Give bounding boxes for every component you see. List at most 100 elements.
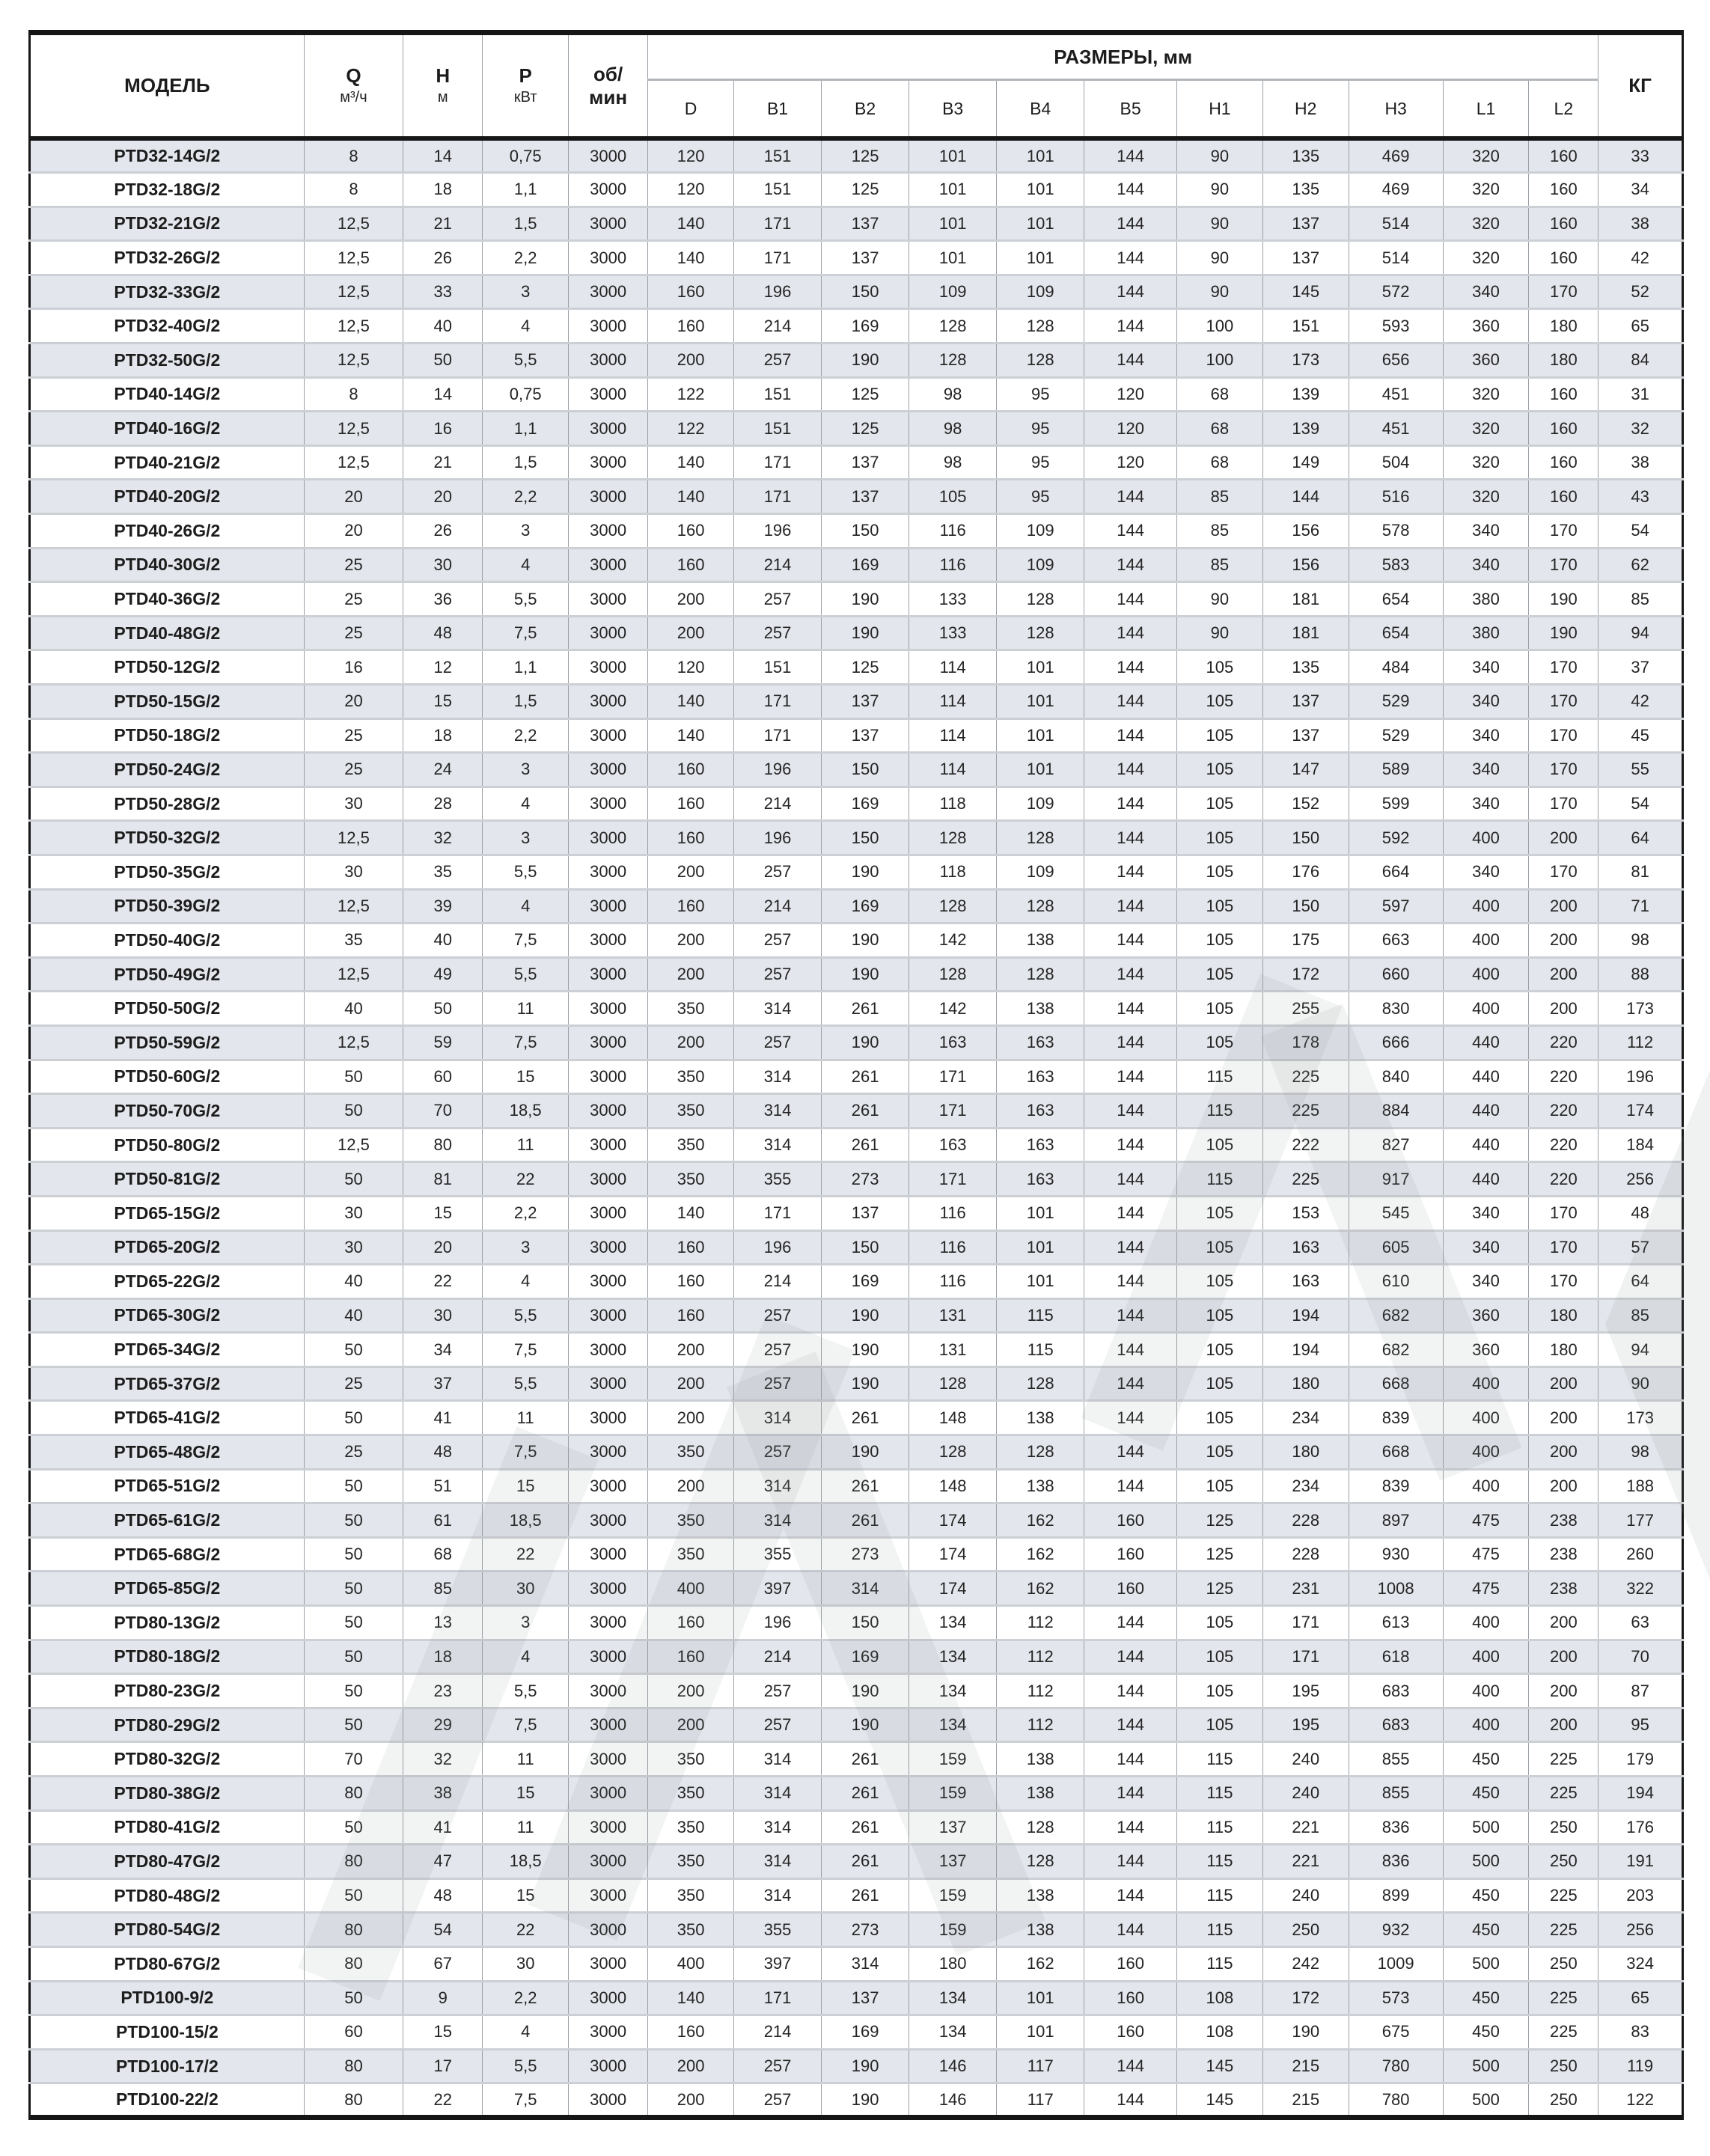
value-cell: 170 xyxy=(1528,1194,1599,1230)
value-cell: 314 xyxy=(733,1468,822,1503)
value-cell: 105 xyxy=(1176,1194,1263,1230)
value-cell: 340 xyxy=(1442,751,1530,787)
value-cell: 54 xyxy=(1598,513,1683,549)
value-cell: 314 xyxy=(733,1877,822,1913)
value-cell: 7,5 xyxy=(482,614,570,650)
value-cell: 160 xyxy=(647,1638,735,1674)
value-cell: 3000 xyxy=(568,1911,649,1947)
value-cell: 220 xyxy=(1528,1058,1599,1094)
value-cell: 273 xyxy=(821,1536,910,1572)
value-cell: 85 xyxy=(1598,581,1683,617)
value-cell: 160 xyxy=(647,273,735,309)
value-cell: 101 xyxy=(909,205,998,241)
value-cell: 101 xyxy=(996,239,1085,275)
value-cell: 40 xyxy=(303,1297,404,1333)
table-row: PTD50-40G/2 35 40 7,5 3000 200 257 190 142 138 144… xyxy=(29,922,1683,958)
value-cell: 196 xyxy=(1598,1058,1683,1094)
value-cell: 12,5 xyxy=(303,308,404,343)
value-cell: 400 xyxy=(1442,1399,1530,1435)
value-cell: 8 xyxy=(303,136,404,173)
model-cell: PTD80-13G/2 xyxy=(29,1604,305,1640)
value-cell: 29 xyxy=(403,1706,483,1742)
table-row: PTD40-30G/2 25 30 4 3000 160 214 169 116 109 144 85… xyxy=(29,546,1683,582)
value-cell: 170 xyxy=(1528,683,1599,719)
value-cell: 16 xyxy=(403,410,483,446)
value-cell: 450 xyxy=(1442,2014,1530,2050)
value-cell: 160 xyxy=(647,1604,735,1640)
value-cell: 147 xyxy=(1262,751,1349,787)
value-cell: 148 xyxy=(909,1399,998,1435)
value-cell: 144 xyxy=(1084,1058,1177,1094)
value-cell: 320 xyxy=(1442,376,1530,412)
table-row: PTD32-21G/2 12,5 21 1,5 3000 140 171 137 101 101 1… xyxy=(29,205,1683,241)
value-cell: 4 xyxy=(482,785,570,821)
value-cell: 261 xyxy=(821,1502,910,1538)
value-cell: 115 xyxy=(996,1297,1085,1333)
value-cell: 128 xyxy=(909,819,998,855)
value-cell: 12,5 xyxy=(303,205,404,241)
value-cell: 257 xyxy=(733,956,822,992)
value-cell: 90 xyxy=(1176,581,1263,617)
value-cell: 221 xyxy=(1262,1843,1349,1879)
value-cell: 180 xyxy=(1528,1331,1599,1367)
value-cell: 320 xyxy=(1442,205,1530,241)
table-row: PTD40-14G/2 8 14 0,75 3000 122 151 125 98 95 120 68… xyxy=(29,376,1683,412)
value-cell: 118 xyxy=(909,853,998,890)
table-row: PTD100-15/2 60 15 4 3000 160 214 169 134 101 160 10… xyxy=(29,2014,1683,2050)
value-cell: 3000 xyxy=(568,1365,649,1401)
value-cell: 3000 xyxy=(568,478,649,514)
value-cell: 855 xyxy=(1348,1775,1444,1811)
value-cell: 225 xyxy=(1528,1979,1599,2015)
value-cell: 184 xyxy=(1598,1126,1683,1162)
value-cell: 38 xyxy=(403,1775,483,1811)
value-cell: 3000 xyxy=(568,171,649,207)
value-cell: 134 xyxy=(909,1706,998,1742)
value-cell: 440 xyxy=(1442,1058,1530,1094)
value-cell: 125 xyxy=(821,136,910,173)
value-cell: 314 xyxy=(733,1741,822,1777)
value-cell: 1,1 xyxy=(482,410,570,446)
model-cell: PTD50-81G/2 xyxy=(29,1161,305,1197)
value-cell: 41 xyxy=(403,1809,483,1845)
value-cell: 4 xyxy=(482,546,570,582)
value-cell: 261 xyxy=(821,1093,910,1129)
value-cell: 1,5 xyxy=(482,444,570,480)
value-cell: 32 xyxy=(403,1741,483,1777)
value-cell: 160 xyxy=(1528,239,1599,275)
value-cell: 120 xyxy=(647,649,735,685)
value-cell: 160 xyxy=(647,1229,735,1265)
value-cell: 160 xyxy=(1528,478,1599,514)
value-cell: 174 xyxy=(1598,1093,1683,1129)
value-cell: 360 xyxy=(1442,1297,1530,1333)
value-cell: 128 xyxy=(909,888,998,923)
value-cell: 475 xyxy=(1442,1570,1530,1606)
header-size-col: B3 xyxy=(909,79,998,138)
value-cell: 400 xyxy=(647,1570,735,1606)
value-cell: 839 xyxy=(1348,1468,1444,1503)
value-cell: 3000 xyxy=(568,581,649,617)
value-cell: 137 xyxy=(821,478,910,514)
value-cell: 593 xyxy=(1348,308,1444,343)
value-cell: 3000 xyxy=(568,1843,649,1879)
value-cell: 350 xyxy=(647,1161,735,1197)
value-cell: 3000 xyxy=(568,1877,649,1913)
value-cell: 170 xyxy=(1528,1263,1599,1299)
value-cell: 12,5 xyxy=(303,239,404,275)
value-cell: 160 xyxy=(647,546,735,582)
value-cell: 261 xyxy=(821,1809,910,1845)
value-cell: 5,5 xyxy=(482,342,570,378)
value-cell: 11 xyxy=(482,1126,570,1162)
value-cell: 144 xyxy=(1084,1434,1177,1470)
value-cell: 21 xyxy=(403,444,483,480)
value-cell: 21 xyxy=(403,205,483,241)
value-cell: 238 xyxy=(1528,1570,1599,1606)
value-cell: 20 xyxy=(303,478,404,514)
value-cell: 138 xyxy=(996,1399,1085,1435)
value-cell: 314 xyxy=(733,1502,822,1538)
value-cell: 573 xyxy=(1348,1979,1444,2015)
header-sizes-label: РАЗМЕРЫ, мм xyxy=(1054,45,1193,68)
value-cell: 683 xyxy=(1348,1706,1444,1742)
value-cell: 1,1 xyxy=(482,649,570,685)
value-cell: 50 xyxy=(303,1093,404,1129)
value-cell: 175 xyxy=(1262,922,1349,958)
